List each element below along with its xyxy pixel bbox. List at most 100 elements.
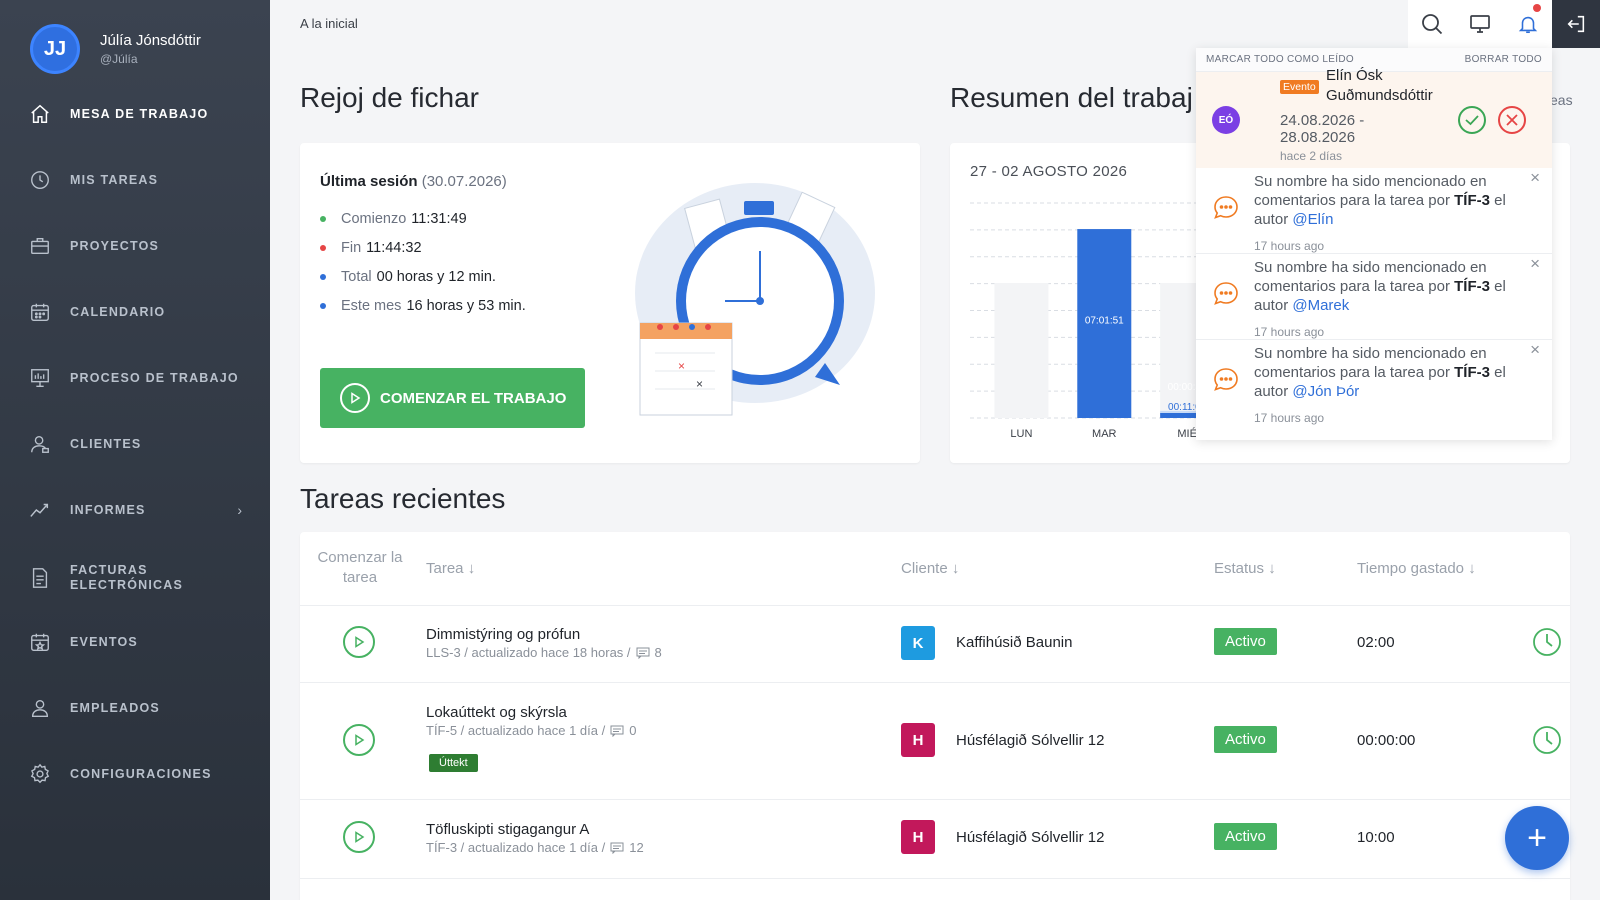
sidebar-item-label: EVENTOS	[70, 634, 138, 649]
sidebar-item-proceso-de-trabajo[interactable]: PROCESO DE TRABAJO	[28, 358, 250, 398]
mention-link[interactable]: @Jón Þór	[1292, 383, 1360, 400]
search-button[interactable]	[1408, 0, 1456, 48]
sidebar-item-proyectos[interactable]: PROYECTOS	[28, 226, 250, 266]
dismiss-notification-button[interactable]: ×	[1530, 168, 1540, 187]
tasks-table	[300, 532, 1570, 900]
column-header-time[interactable]: Tiempo gastado ↓	[1357, 560, 1476, 577]
monitor-button[interactable]	[1456, 0, 1504, 48]
column-header-status[interactable]: Estatus ↓	[1214, 560, 1276, 577]
last-session-heading: Última sesión (30.07.2026)	[320, 173, 507, 190]
sidebar-item-label: CLIENTES	[70, 436, 142, 451]
sidebar-item-empleados[interactable]: EMPLEADOS	[28, 688, 250, 728]
stat-total: Total 00 horas y 12 min.	[320, 269, 496, 285]
svg-text:×: ×	[696, 377, 703, 391]
start-work-label: COMENZAR EL TRABAJO	[380, 389, 567, 407]
svg-text:×: ×	[678, 359, 685, 373]
mention-link[interactable]: @Marek	[1292, 297, 1350, 314]
play-icon	[355, 734, 365, 746]
comment-icon	[1214, 196, 1238, 219]
add-button[interactable]: +	[1505, 806, 1569, 870]
stat-label: Fin	[341, 240, 362, 256]
dismiss-notification-button[interactable]: ×	[1530, 340, 1540, 359]
user-profile[interactable]: JJ Júlía Jónsdóttir @Júlía	[30, 24, 201, 74]
status-badge: Activo	[1214, 823, 1277, 850]
trend-chart-icon	[28, 498, 52, 522]
workflow-board-icon	[28, 366, 52, 390]
status-dot	[320, 216, 326, 222]
sidebar-item-facturas-electronicas[interactable]: FACTURAS ELECTRÓNICAS	[28, 556, 250, 600]
avatar[interactable]: JJ	[30, 24, 80, 74]
sidebar-item-mesa-de-trabajo[interactable]: MESA DE TRABAJO	[28, 94, 250, 134]
client-avatar: H	[901, 723, 935, 757]
task-title[interactable]: Töfluskipti stigagangur A	[426, 821, 590, 838]
close-icon	[1506, 114, 1518, 126]
mention-notification[interactable]: Su nombre ha sido mencionado en comentar…	[1196, 340, 1552, 426]
task-tag: Úttekt	[429, 754, 478, 772]
divider	[300, 682, 1570, 683]
employees-icon	[28, 696, 52, 720]
start-task-button[interactable]	[343, 724, 375, 756]
reject-button[interactable]	[1498, 106, 1526, 134]
task-title[interactable]: Lokaúttekt og skýrsla	[426, 704, 567, 721]
start-work-button[interactable]: COMENZAR EL TRABAJO	[320, 368, 585, 428]
sort-arrow-icon: ↓	[1268, 560, 1276, 577]
column-header-client[interactable]: Cliente ↓	[901, 560, 959, 577]
stat-value: 16 horas y 53 min.	[406, 298, 526, 314]
status-badge: Activo	[1214, 726, 1277, 753]
event-notification[interactable]: EÓ Evento Elín Ósk Guðmundsdóttir 24.08.…	[1196, 67, 1552, 168]
client-name[interactable]: Kaffihúsið Baunin	[956, 634, 1073, 651]
stat-start: Comienzo 11:31:49	[320, 211, 467, 227]
plus-icon: +	[1527, 818, 1547, 857]
empty-day-bar	[994, 283, 1049, 418]
mention-notification[interactable]: Su nombre ha sido mencionado en comentar…	[1196, 254, 1552, 340]
clock-icon[interactable]	[1532, 725, 1562, 755]
sidebar-item-mis-tareas[interactable]: MIS TAREAS	[28, 160, 250, 200]
mention-link[interactable]: @Elín	[1292, 211, 1334, 228]
clear-all-button[interactable]: BORRAR TODO	[1464, 54, 1542, 65]
divider	[300, 878, 1570, 879]
sidebar-item-configuraciones[interactable]: CONFIGURACIONES	[28, 754, 250, 794]
notification-time-ago: 17 hours ago	[1254, 239, 1325, 253]
accept-button[interactable]	[1458, 106, 1486, 134]
task-meta-text: LLS-3 / actualizado hace 18 horas /	[426, 645, 631, 660]
client-name[interactable]: Húsfélagið Sólvellir 12	[956, 829, 1105, 846]
breadcrumb[interactable]: A la inicial	[300, 16, 358, 31]
sidebar-item-clientes[interactable]: CLIENTES	[28, 424, 250, 464]
task-meta-text: TÍF-3 / actualizado hace 1 día /	[426, 840, 606, 855]
sidebar-item-calendario[interactable]: CALENDARIO	[28, 292, 250, 332]
comment-count: 8	[654, 645, 662, 660]
briefcase-icon	[28, 234, 52, 258]
message-suffix: el autor	[1254, 364, 1506, 400]
clock-icon[interactable]	[1532, 627, 1562, 657]
logout-icon	[1567, 15, 1585, 33]
client-name[interactable]: Húsfélagið Sólvellir 12	[956, 732, 1105, 749]
notification-time-ago: 17 hours ago	[1254, 411, 1325, 425]
summary-side-link[interactable]: eas	[1550, 92, 1573, 108]
stopwatch-illustration: × ×	[635, 183, 875, 416]
chart-bar	[1077, 229, 1132, 418]
logout-button[interactable]	[1552, 0, 1600, 48]
column-header-start: Comenzar la tarea	[317, 549, 403, 586]
task-code: TÍF-3	[1454, 192, 1490, 209]
user-handle: @Júlía	[100, 52, 138, 66]
sidebar-item-eventos[interactable]: EVENTOS	[28, 622, 250, 662]
sidebar-item-label: CALENDARIO	[70, 304, 166, 319]
mention-notification[interactable]: Su nombre ha sido mencionado en comentar…	[1196, 168, 1552, 254]
mark-all-read-button[interactable]: MARCAR TODO COMO LEÍDO	[1206, 54, 1354, 65]
last-session-date: (30.07.2026)	[421, 173, 507, 190]
gear-icon	[28, 762, 52, 786]
task-title[interactable]: Dimmistýring og prófun	[426, 626, 581, 643]
start-task-button[interactable]	[343, 626, 375, 658]
column-header-task[interactable]: Tarea ↓	[426, 560, 475, 577]
notifications-button[interactable]	[1504, 0, 1552, 48]
message-text: Su nombre ha sido mencionado en comentar…	[1254, 259, 1487, 295]
comment-icon	[610, 725, 624, 737]
clock-icon	[28, 168, 52, 192]
start-task-button[interactable]	[343, 821, 375, 853]
status-badge: Activo	[1214, 628, 1277, 655]
message-text: Su nombre ha sido mencionado en comentar…	[1254, 345, 1487, 381]
dismiss-notification-button[interactable]: ×	[1530, 254, 1540, 273]
header-label: Tiempo gastado	[1357, 560, 1465, 577]
sidebar-item-informes[interactable]: INFORMES ›	[28, 490, 250, 530]
task-meta: TÍF-3 / actualizado hace 1 día / 12	[426, 840, 644, 855]
